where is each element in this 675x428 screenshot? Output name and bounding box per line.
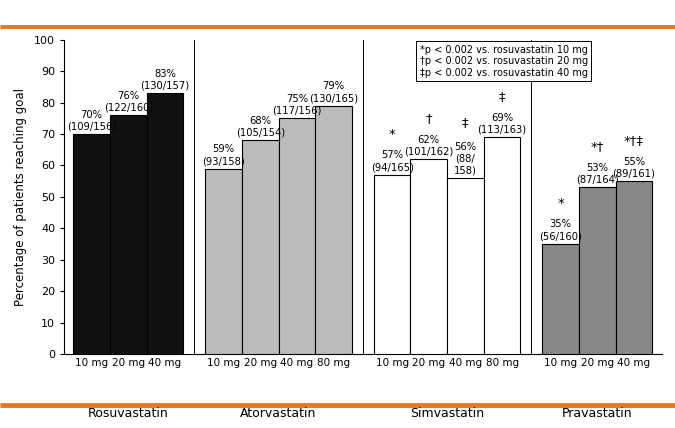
- Bar: [110, 115, 146, 354]
- Text: 35%
(56/160): 35% (56/160): [539, 220, 582, 241]
- Text: Simvastatin: Simvastatin: [410, 407, 484, 420]
- Text: 62%
(101/162): 62% (101/162): [404, 135, 454, 157]
- Text: 69%
(113/163): 69% (113/163): [477, 113, 526, 135]
- Bar: [374, 175, 410, 354]
- Text: Pravastatin: Pravastatin: [562, 407, 632, 420]
- Text: Source: Curr Med Res Opin © 2003 Librapharm Limited: Source: Curr Med Res Opin © 2003 Libraph…: [412, 414, 663, 423]
- Bar: [242, 140, 279, 354]
- Text: *†‡: *†‡: [624, 134, 644, 147]
- Bar: [146, 93, 183, 354]
- Text: 53%
(87/164): 53% (87/164): [576, 163, 619, 185]
- Text: 83%
(130/157): 83% (130/157): [140, 69, 190, 91]
- Text: *: *: [558, 197, 564, 210]
- Bar: [279, 119, 315, 354]
- Text: 55%
(89/161): 55% (89/161): [613, 157, 655, 178]
- Text: †: †: [425, 112, 432, 125]
- Text: 75%
(117/156): 75% (117/156): [272, 94, 321, 116]
- Bar: [447, 178, 484, 354]
- Text: 59%
(93/158): 59% (93/158): [202, 144, 245, 166]
- Text: 79%
(130/165): 79% (130/165): [309, 81, 358, 103]
- Text: *†: *†: [591, 140, 604, 153]
- Text: ‡: ‡: [499, 90, 506, 103]
- Bar: [410, 159, 447, 354]
- Text: 76%
(122/160): 76% (122/160): [104, 91, 153, 113]
- Text: *: *: [389, 128, 396, 141]
- Text: 56%
(88/
158): 56% (88/ 158): [454, 142, 477, 175]
- Bar: [74, 134, 110, 354]
- Text: Atorvastatin: Atorvastatin: [240, 407, 317, 420]
- Bar: [543, 244, 579, 354]
- Text: www.medscape.com: www.medscape.com: [202, 6, 331, 19]
- Text: 70%
(109/156): 70% (109/156): [67, 110, 116, 131]
- Bar: [205, 169, 242, 354]
- Bar: [315, 106, 352, 354]
- Y-axis label: Percentage of patients reaching goal: Percentage of patients reaching goal: [14, 88, 27, 306]
- Text: ‡: ‡: [462, 116, 468, 129]
- Text: *p < 0.002 vs. rosuvastatin 10 mg
†p < 0.002 vs. rosuvastatin 20 mg
‡p < 0.002 v: *p < 0.002 vs. rosuvastatin 10 mg †p < 0…: [420, 45, 588, 78]
- Bar: [579, 187, 616, 354]
- Bar: [616, 181, 652, 354]
- Bar: [484, 137, 520, 354]
- Text: Medscape®: Medscape®: [12, 6, 95, 19]
- Text: Rosuvastatin: Rosuvastatin: [88, 407, 169, 420]
- Text: 57%
(94/165): 57% (94/165): [371, 150, 414, 172]
- Text: 68%
(105/154): 68% (105/154): [236, 116, 285, 138]
